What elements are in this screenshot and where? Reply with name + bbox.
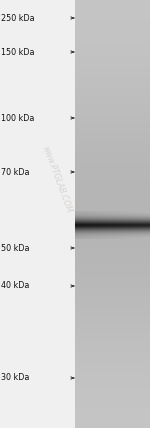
Text: 50 kDa: 50 kDa (1, 244, 30, 253)
Text: 250 kDa: 250 kDa (1, 14, 35, 23)
Text: www.PTGLAB.COM: www.PTGLAB.COM (41, 145, 73, 214)
Text: 100 kDa: 100 kDa (1, 113, 34, 122)
Text: 30 kDa: 30 kDa (1, 374, 29, 383)
Text: 40 kDa: 40 kDa (1, 282, 29, 291)
Text: 150 kDa: 150 kDa (1, 48, 34, 56)
Text: 70 kDa: 70 kDa (1, 167, 30, 176)
